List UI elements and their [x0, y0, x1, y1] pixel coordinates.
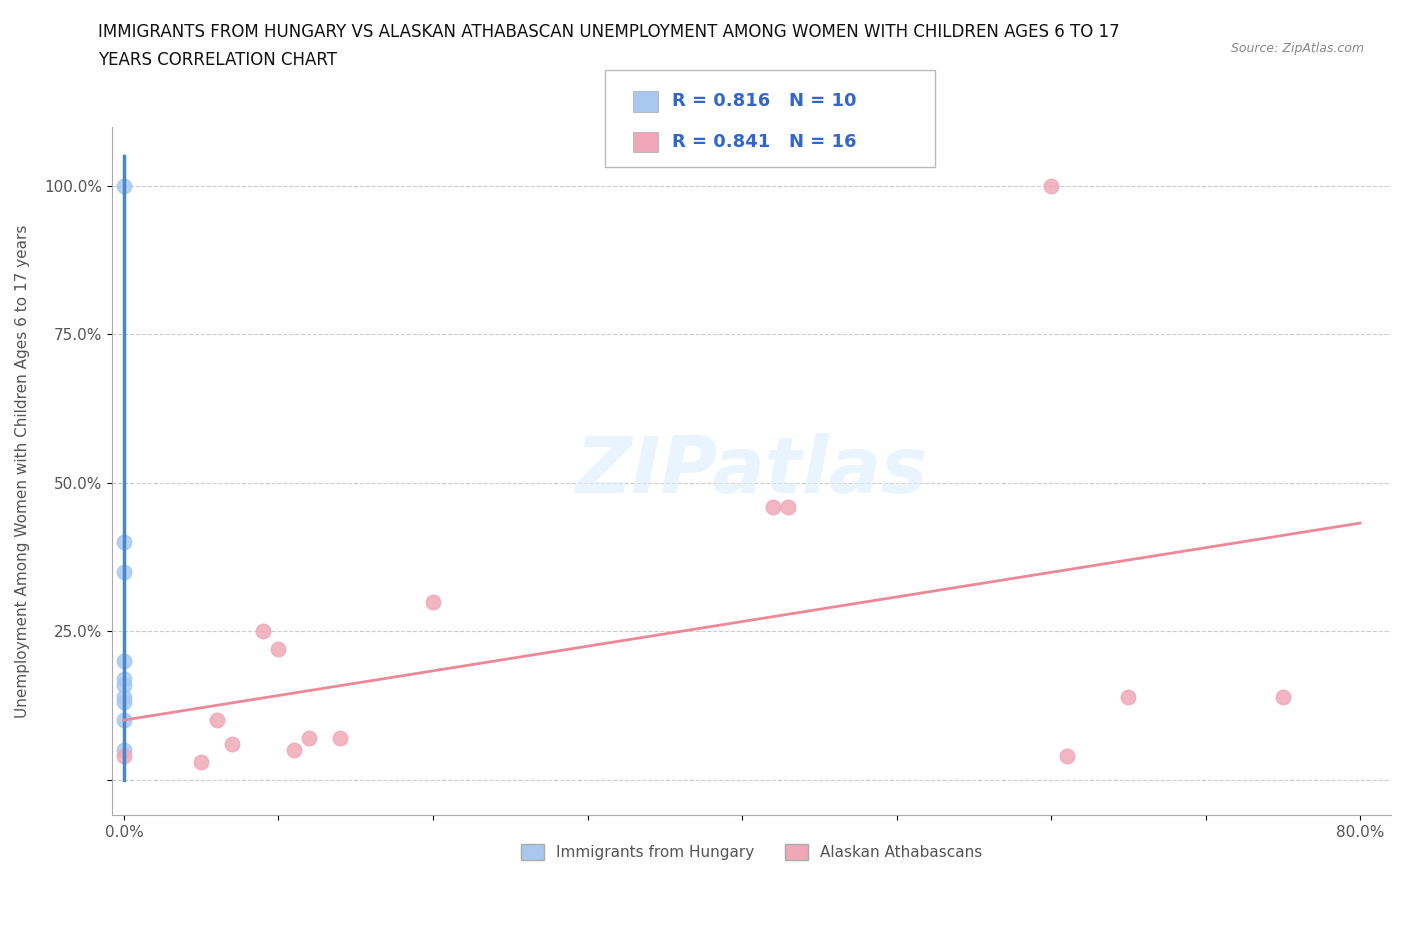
Point — [112, 565, 135, 579]
Point — [778, 499, 800, 514]
Point — [252, 624, 274, 639]
Point — [762, 499, 785, 514]
Text: YEARS CORRELATION CHART: YEARS CORRELATION CHART — [98, 51, 337, 69]
Text: R = 0.816   N = 10: R = 0.816 N = 10 — [672, 92, 856, 111]
Point — [112, 677, 135, 692]
Text: Source: ZipAtlas.com: Source: ZipAtlas.com — [1230, 42, 1364, 55]
Point — [112, 749, 135, 764]
Point — [112, 179, 135, 193]
Y-axis label: Unemployment Among Women with Children Ages 6 to 17 years: Unemployment Among Women with Children A… — [15, 224, 30, 718]
Point — [298, 731, 321, 746]
Text: IMMIGRANTS FROM HUNGARY VS ALASKAN ATHABASCAN UNEMPLOYMENT AMONG WOMEN WITH CHIL: IMMIGRANTS FROM HUNGARY VS ALASKAN ATHAB… — [98, 23, 1121, 41]
Point — [112, 742, 135, 757]
Point — [422, 594, 444, 609]
Point — [1040, 179, 1063, 193]
Point — [112, 654, 135, 669]
Point — [1271, 689, 1294, 704]
Text: R = 0.841   N = 16: R = 0.841 N = 16 — [672, 133, 856, 151]
Point — [190, 754, 212, 769]
Point — [1056, 749, 1078, 764]
Point — [1118, 689, 1140, 704]
Point — [283, 742, 305, 757]
Text: ZIPatlas: ZIPatlas — [575, 433, 928, 509]
Legend: Immigrants from Hungary, Alaskan Athabascans: Immigrants from Hungary, Alaskan Athabas… — [515, 838, 988, 866]
Point — [112, 712, 135, 727]
Point — [205, 712, 228, 727]
Point — [112, 695, 135, 710]
Point — [112, 535, 135, 550]
Point — [221, 737, 243, 751]
Point — [112, 671, 135, 686]
Point — [112, 689, 135, 704]
Point — [329, 731, 352, 746]
Point — [267, 642, 290, 657]
